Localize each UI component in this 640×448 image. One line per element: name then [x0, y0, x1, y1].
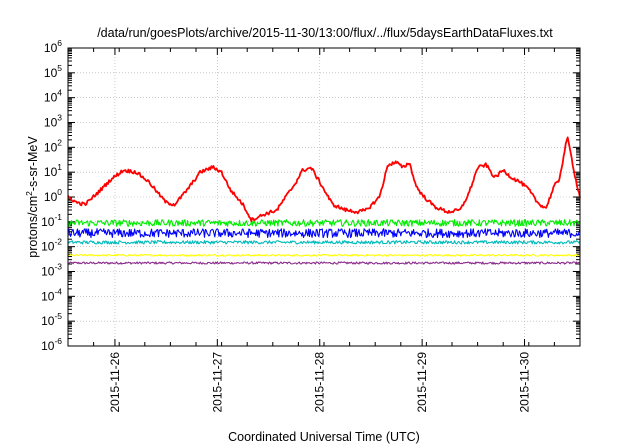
- x-tick-label: 2015-11-26: [108, 352, 122, 413]
- series-line: [67, 240, 581, 245]
- y-tick-label-exp: 1: [57, 162, 62, 172]
- y-tick-label-exp: 0: [57, 187, 62, 197]
- series-line: [67, 228, 581, 239]
- y-tick-label-base: 10: [41, 339, 55, 353]
- y-tick-label-exp: 3: [57, 113, 62, 123]
- y-tick-label: 105: [44, 63, 62, 80]
- y-tick-label-base: 10: [41, 265, 55, 279]
- y-axis-label-base: protons/cm: [26, 196, 40, 258]
- y-tick-label-exp: -3: [54, 262, 62, 272]
- y-tick-label: 102: [44, 137, 62, 154]
- y-tick-label-base: 10: [41, 215, 55, 229]
- y-tick-label-exp: -4: [54, 286, 62, 296]
- x-tick-label: 2015-11-27: [210, 352, 224, 413]
- y-tick-label-exp: -2: [54, 237, 62, 247]
- y-tick-label-base: 10: [41, 289, 55, 303]
- y-tick-label-base: 10: [41, 240, 55, 254]
- plot-frame: [67, 47, 581, 347]
- x-tick-label: 2015-11-30: [518, 352, 532, 413]
- y-axis-label: protons/cm2-s-sr-MeV: [24, 136, 40, 258]
- y-tick-label-exp: -1: [54, 212, 62, 222]
- series-line: [67, 253, 581, 257]
- y-tick-label: 10-4: [41, 286, 62, 303]
- y-tick-label-exp: 2: [57, 137, 62, 147]
- y-tick-label-base: 10: [41, 314, 55, 328]
- y-tick-label-exp: 6: [57, 38, 62, 48]
- y-tick-label-exp: 5: [57, 63, 62, 73]
- axis-ticks: 10-610-510-410-310-210-11001011021031041…: [41, 38, 580, 413]
- y-axis-label-rest: -s-sr-MeV: [26, 136, 40, 192]
- y-axis-label-sup: 2: [24, 191, 34, 196]
- x-tick-label: 2015-11-28: [313, 352, 327, 413]
- x-axis-label: Coordinated Universal Time (UTC): [228, 430, 420, 444]
- chart-title: /data/run/goesPlots/archive/2015-11-30/1…: [97, 26, 553, 40]
- y-tick-label-exp: -5: [54, 311, 62, 321]
- series-line: [67, 136, 581, 223]
- series-layer: [67, 136, 581, 265]
- y-tick-label: 10-2: [41, 237, 62, 254]
- y-tick-label: 101: [44, 162, 62, 179]
- y-tick-label: 10-1: [41, 212, 62, 229]
- x-tick-label: 2015-11-29: [415, 352, 429, 413]
- y-tick-label-base: 10: [44, 41, 58, 55]
- y-tick-label: 104: [44, 88, 62, 105]
- y-tick-label: 103: [44, 113, 62, 130]
- y-tick-label: 106: [44, 38, 62, 55]
- y-tick-label-base: 10: [44, 190, 58, 204]
- series-line: [67, 261, 581, 265]
- y-tick-label-exp: 4: [57, 88, 62, 98]
- series-line: [67, 219, 581, 227]
- y-tick-label: 10-5: [41, 311, 62, 328]
- y-tick-label-exp: -6: [54, 336, 62, 346]
- y-tick-label: 10-6: [41, 336, 62, 353]
- y-tick-label-base: 10: [44, 140, 58, 154]
- y-tick-label: 100: [44, 187, 62, 204]
- y-tick-label: 10-3: [41, 262, 62, 279]
- y-tick-label-base: 10: [44, 165, 58, 179]
- y-tick-label-base: 10: [44, 91, 58, 105]
- y-tick-label-base: 10: [44, 66, 58, 80]
- grid: [68, 48, 580, 346]
- y-tick-label-base: 10: [44, 116, 58, 130]
